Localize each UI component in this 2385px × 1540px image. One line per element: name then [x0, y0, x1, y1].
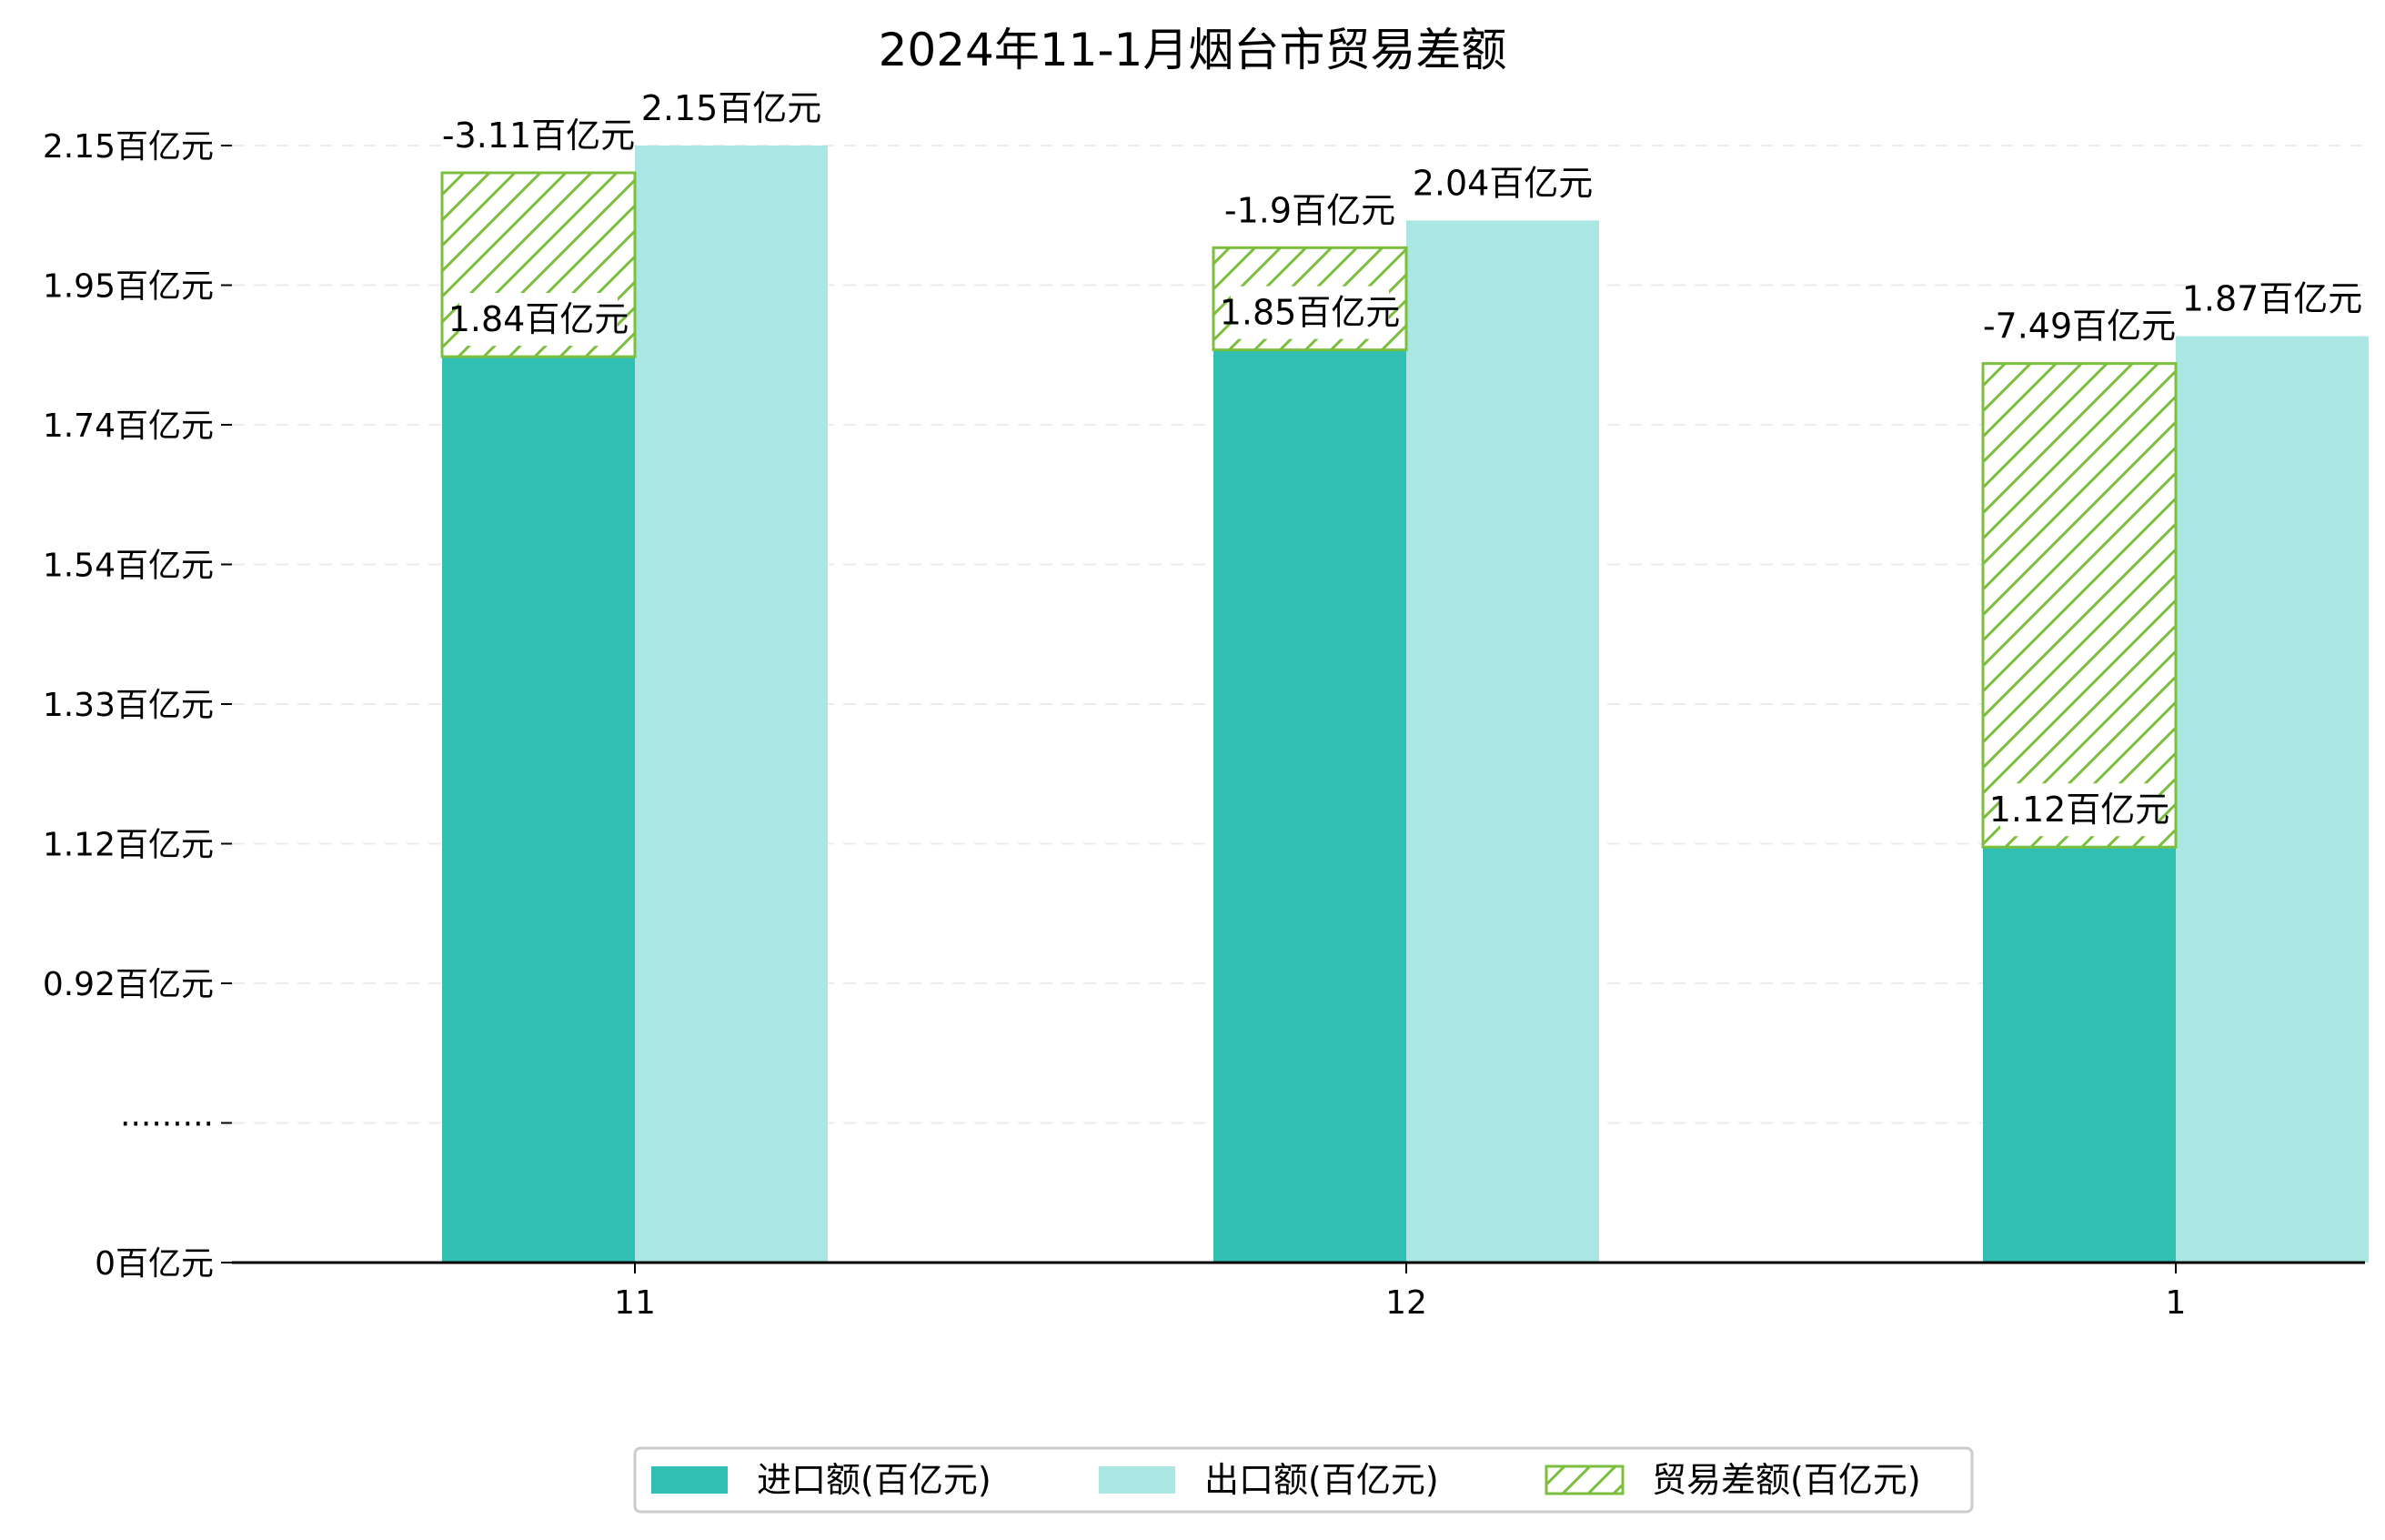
y-tick-label: 1.95百亿元 — [43, 268, 214, 306]
legend-swatch — [1545, 1465, 1625, 1495]
legend-swatch — [651, 1466, 728, 1494]
balance-bar — [1981, 362, 2178, 849]
legend-swatch — [1099, 1466, 1175, 1494]
export-value-label-bg — [652, 82, 810, 135]
export-value-label: 1.87百亿元 — [2182, 279, 2363, 319]
legend-label: 出口额(百亿元) — [1204, 1460, 1439, 1500]
balance-value-label-bg — [1231, 184, 1389, 237]
x-tick-label: 1 — [2166, 1284, 2187, 1322]
export-value-label-bg — [1424, 156, 1582, 210]
import-value-label-bg — [2000, 783, 2159, 837]
import-bar — [1213, 349, 1406, 1263]
y-tick-label: 0百亿元 — [95, 1245, 214, 1283]
legend: 进口额(百亿元) 出口额(百亿元) 贸易差额(百亿元) — [633, 1446, 1974, 1514]
y-tick-label: 1.33百亿元 — [43, 687, 214, 724]
legend-label: 进口额(百亿元) — [757, 1460, 991, 1500]
export-value-label-bg — [2193, 272, 2351, 326]
balance-value-label: -7.49百亿元 — [1983, 307, 2176, 347]
balance-value-label-bg — [449, 108, 628, 162]
y-tick-label: 1.74百亿元 — [43, 408, 214, 445]
axes: 0百亿元 ········· 0.92百亿元 1.12百亿元 1.33百亿元 1.54百亿… — [43, 128, 2365, 1322]
balance-value-label-bg — [1990, 299, 2169, 353]
import-value-label-bg — [1231, 286, 1389, 339]
x-tick-label: 11 — [614, 1284, 656, 1322]
export-value-label: 2.15百亿元 — [641, 88, 822, 128]
x-tick-label: 12 — [1385, 1284, 1427, 1322]
y-tick-label: 2.15百亿元 — [43, 128, 214, 166]
balance-value-label: -3.11百亿元 — [442, 116, 635, 156]
export-bar — [2176, 336, 2369, 1263]
import-value-label: 1.12百亿元 — [1989, 790, 2170, 830]
export-bar — [635, 146, 828, 1263]
import-value-label: 1.85百亿元 — [1220, 293, 1401, 333]
legend-box — [633, 1446, 1974, 1514]
y-tick-label: 0.92百亿元 — [43, 966, 214, 1003]
chart-title: 2024年11-1月烟台市贸易差额 — [879, 24, 1507, 76]
data-labels: 1.84百亿元 2.15百亿元-3.11百亿元 1.85百亿元 2.04百亿元 -1.9… — [442, 82, 2363, 837]
legend-label: 贸易差额(百亿元) — [1652, 1460, 1921, 1500]
y-tick-label: 1.54百亿元 — [43, 548, 214, 585]
y-tick-label: 1.12百亿元 — [43, 827, 214, 864]
export-bar — [1406, 220, 1599, 1263]
import-bar — [442, 357, 635, 1263]
y-tick-label: ········· — [120, 1106, 214, 1143]
import-bar — [1983, 847, 2176, 1263]
import-value-label: 1.84百亿元 — [448, 299, 629, 339]
balance-value-label: -1.9百亿元 — [1224, 190, 1395, 230]
import-value-label-bg — [459, 293, 618, 347]
bars — [440, 146, 2369, 1263]
export-value-label: 2.04百亿元 — [1413, 163, 1594, 203]
